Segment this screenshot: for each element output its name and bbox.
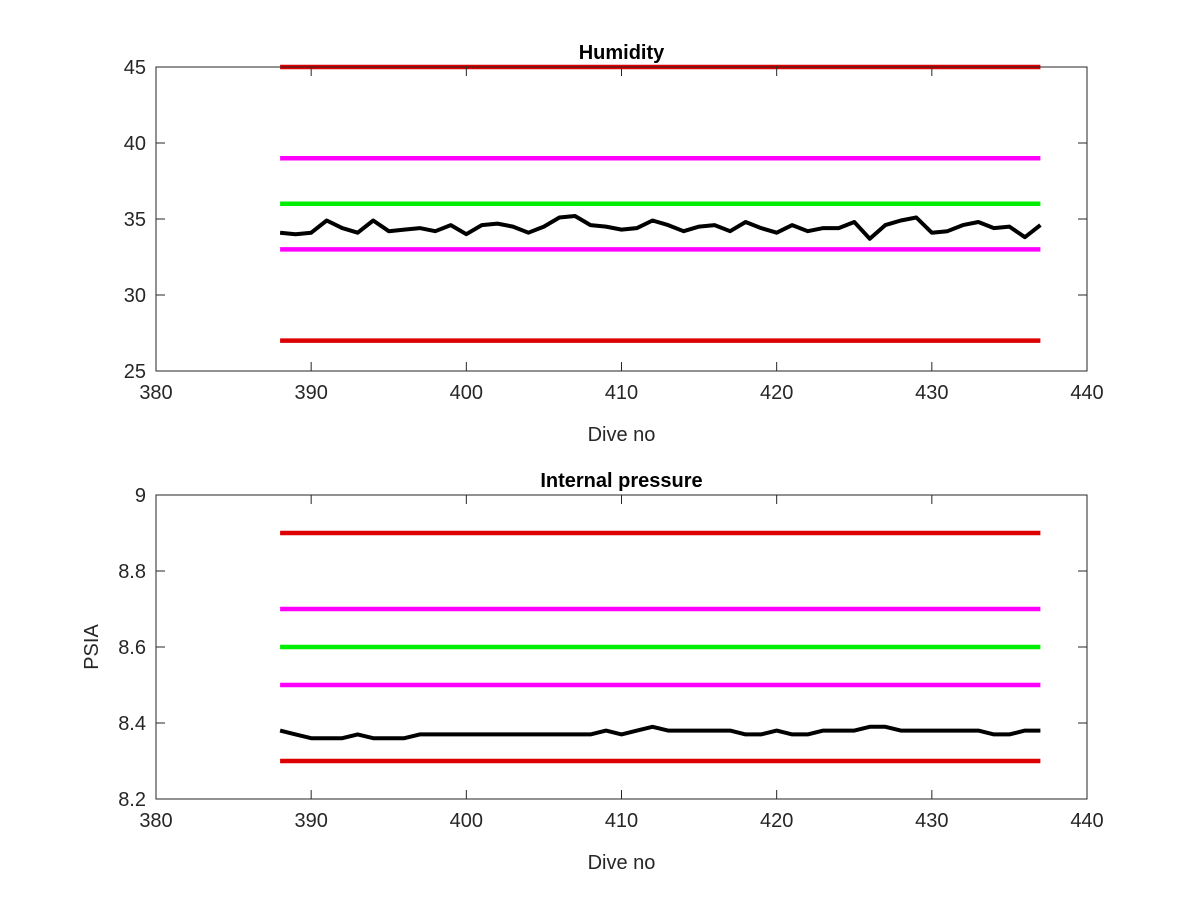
- x-tick-label: 380: [139, 382, 172, 404]
- x-axis-label: Dive no: [588, 852, 656, 874]
- humidity-panel: 380 390 400 410 420 430 440 25 30 35 40 45 Humidity D…: [124, 42, 1104, 446]
- axes-box: [155, 66, 1088, 372]
- x-tick-label: 400: [450, 810, 483, 832]
- x-tick-label: 440: [1070, 382, 1103, 404]
- y-tick-label: 8.2: [118, 789, 146, 811]
- internal-pressure-panel: 380 390 400 410 420 430 440 8.2 8.4 8.6 8.8 9 Intern…: [81, 470, 1104, 874]
- x-tick-label: 390: [294, 810, 327, 832]
- x-tick-label: 400: [450, 382, 483, 404]
- y-tick-label: 45: [124, 57, 146, 79]
- y-tick-label: 8.6: [118, 637, 146, 659]
- y-tick-label: 8.4: [118, 713, 146, 735]
- x-tick-label: 420: [760, 810, 793, 832]
- chart-title: Humidity: [579, 42, 665, 64]
- x-tick-label: 440: [1070, 810, 1103, 832]
- chart-title: Internal pressure: [540, 470, 702, 492]
- x-tick-label: 430: [915, 382, 948, 404]
- x-tick-label: 410: [605, 810, 638, 832]
- x-tick-label: 390: [294, 382, 327, 404]
- x-tick-label: 430: [915, 810, 948, 832]
- data-series-line: [279, 724, 1041, 741]
- y-tick-label: 8.8: [118, 561, 146, 583]
- data-series-line: [279, 214, 1042, 241]
- x-tick-label: 410: [605, 382, 638, 404]
- x-axis-label: Dive no: [588, 424, 656, 446]
- y-tick-label: 35: [124, 209, 146, 231]
- x-tick-label: 420: [760, 382, 793, 404]
- y-tick-label: 40: [124, 133, 146, 155]
- y-axis-label: PSIA: [81, 624, 103, 670]
- x-tick-label: 380: [139, 810, 172, 832]
- y-tick-label: 9: [135, 485, 146, 507]
- y-tick-label: 25: [124, 361, 146, 383]
- y-tick-label: 30: [124, 285, 146, 307]
